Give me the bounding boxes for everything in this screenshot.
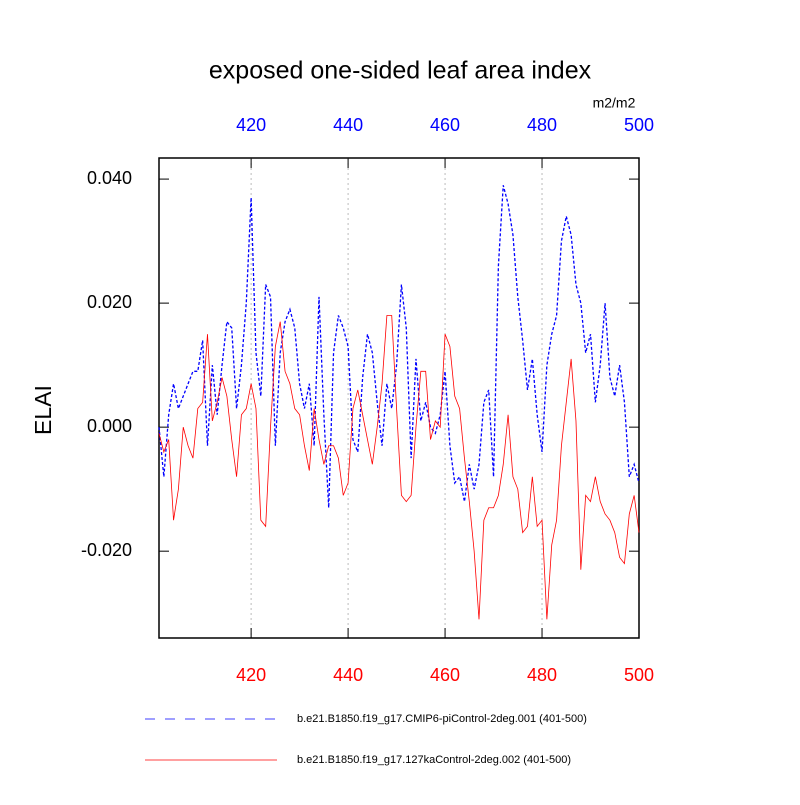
data-line (158, 185, 640, 508)
x-top-tick-label: 420 (236, 115, 266, 135)
x-tick-label: 500 (624, 665, 654, 685)
x-top-tick-label: 440 (333, 115, 363, 135)
x-tick-label: 460 (430, 665, 460, 685)
x-top-tick-label: 460 (430, 115, 460, 135)
y-tick-label: 0.040 (87, 168, 132, 188)
y-tick-label: 0.020 (87, 292, 132, 312)
x-tick-label: 420 (236, 665, 266, 685)
x-top-tick-label: 480 (527, 115, 557, 135)
legend-label: b.e21.B1850.f19_g17.CMIP6-piControl-2deg… (297, 713, 587, 725)
chart-title: exposed one-sided leaf area index (209, 57, 592, 85)
x-top-tick-label: 500 (624, 115, 654, 135)
units-label: m2/m2 (593, 95, 636, 111)
x-tick-label: 440 (333, 665, 363, 685)
legend-label: b.e21.B1850.f19_g17.127kaControl-2deg.00… (297, 754, 571, 766)
y-tick-label: 0.000 (87, 416, 132, 436)
y-axis-label: ELAI (30, 385, 56, 435)
x-tick-label: 480 (527, 665, 557, 685)
plot-frame (158, 157, 640, 639)
data-line (158, 315, 640, 620)
y-tick-label: -0.020 (81, 540, 132, 560)
